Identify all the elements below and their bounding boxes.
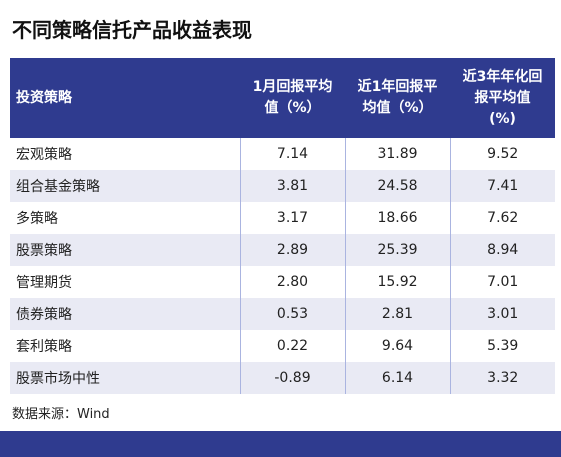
- table-row: 股票市场中性 -0.89 6.14 3.32: [10, 362, 555, 394]
- header-row: 投资策略 1月回报平均 值（%） 近1年回报平 均值（%） 近3年年化回 报平均值 (%): [10, 58, 555, 138]
- table-cell: 多策略: [16, 211, 58, 227]
- table-cell: 组合基金策略: [10, 170, 240, 202]
- table-cell: 7.41: [449, 170, 555, 202]
- table-cell: 31.89: [344, 138, 450, 170]
- table-row: 债券策略 0.53 2.81 3.01: [10, 298, 555, 330]
- table-cell: 0.22: [239, 330, 345, 362]
- table-cell: 6.14: [344, 362, 450, 394]
- table: 投资策略 1月回报平均 值（%） 近1年回报平 均值（%） 近3年年化回 报平均值 (%) 宏…: [10, 58, 555, 394]
- table-cell: 债券策略: [10, 298, 240, 330]
- header-line: 值（%）: [264, 100, 321, 116]
- table-cell: 3.01: [449, 298, 555, 330]
- source-note: 数据来源：Wind: [12, 407, 110, 422]
- header-cell: 投资策略: [10, 58, 240, 138]
- table-cell: 2.89: [239, 234, 345, 266]
- table-cell: 9.64: [344, 330, 450, 362]
- table-cell: 管理期货: [16, 275, 72, 291]
- table-row: 股票策略 2.89 25.39 8.94: [10, 234, 555, 266]
- table-cell: 5.39: [449, 330, 555, 362]
- header-line: 近3年年化回: [462, 68, 543, 85]
- table-cell: 25.39: [344, 234, 450, 266]
- table-cell: 24.58: [344, 170, 450, 202]
- header-cell: 近1年回报平 均值（%）: [345, 58, 450, 138]
- header-line: 均值（%）: [362, 100, 433, 116]
- table-row: 宏观策略 7.14 31.89 9.52: [10, 138, 555, 170]
- table-row: 套利策略 0.22 9.64 5.39: [10, 330, 555, 362]
- table-cell: 0.53: [239, 298, 345, 330]
- header-line: 投资策略: [16, 89, 72, 106]
- table-cell: 7.14: [239, 138, 345, 170]
- table-body: 宏观策略 7.14 31.89 9.52 组合基金策略 3.81 24.58 7.41 多策略 3…: [10, 138, 555, 394]
- table-row: 多策略 3.17 18.66 7.62: [10, 202, 555, 234]
- header-line: 报平均值: [474, 89, 531, 106]
- table-cell: 9.52: [449, 138, 555, 170]
- table-row: 管理期货 2.80 15.92 7.01: [10, 266, 555, 298]
- table-cell: 2.81: [344, 298, 450, 330]
- table-cell: 股票市场中性: [10, 362, 240, 394]
- table-cell: 18.66: [344, 202, 450, 234]
- table-cell: 3.32: [449, 362, 555, 394]
- table-cell: 2.80: [239, 266, 345, 298]
- header-cell: 1月回报平均 值（%）: [240, 58, 345, 138]
- table-cell: -0.89: [239, 362, 345, 394]
- table-cell: 15.92: [344, 266, 450, 298]
- header-line: (%): [489, 110, 516, 127]
- header-line: 近1年回报平: [357, 79, 438, 95]
- table-cell: 宏观策略: [16, 147, 72, 163]
- title: 不同策略信托产品收益表现: [12, 18, 252, 42]
- table-cell: 套利策略: [16, 339, 72, 355]
- footer-bar: [0, 431, 561, 457]
- table-row: 组合基金策略 3.81 24.58 7.41: [10, 170, 555, 202]
- table-cell: 3.81: [239, 170, 345, 202]
- table-cell: 7.01: [449, 266, 555, 298]
- table-cell: 8.94: [449, 234, 555, 266]
- table-cell: 股票策略: [10, 234, 240, 266]
- table-cell: 7.62: [449, 202, 555, 234]
- header-cell: 近3年年化回 报平均值 (%): [450, 58, 555, 138]
- header-line: 1月回报平均: [252, 79, 333, 95]
- table-cell: 3.17: [239, 202, 345, 234]
